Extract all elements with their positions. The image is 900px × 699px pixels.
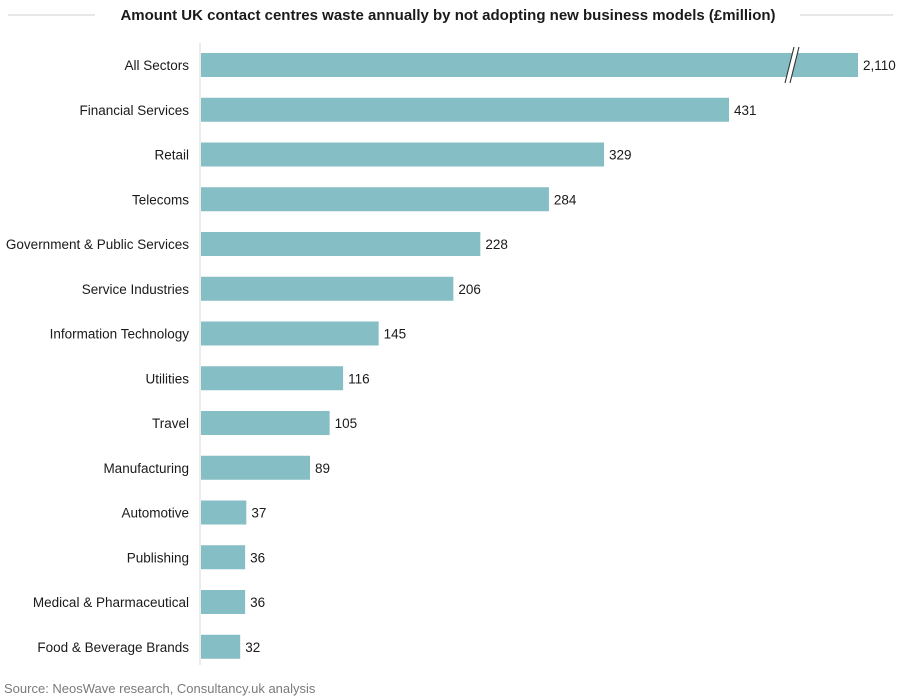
value-label-retail: 329 xyxy=(609,148,632,163)
bars-layer: All Sectors 2,110 Financial Services 431 Ret… xyxy=(6,46,896,659)
category-label-manufacturing: Manufacturing xyxy=(103,461,189,476)
bar-group-publishing: Publishing 36 xyxy=(127,545,265,570)
bar-group-information-technology: Information Technology 145 xyxy=(50,321,407,346)
bar-government-and-public-services xyxy=(201,232,481,256)
bar-group-manufacturing: Manufacturing 89 xyxy=(103,455,330,480)
value-label-travel: 105 xyxy=(335,416,358,431)
category-label-government-and-public-services: Government & Public Services xyxy=(6,237,189,252)
value-label-medical-and-pharmaceutical: 36 xyxy=(250,595,265,610)
value-label-information-technology: 145 xyxy=(384,327,407,342)
source-note: Source: NeosWave research, Consultancy.u… xyxy=(4,681,316,696)
category-label-travel: Travel xyxy=(152,416,189,431)
category-label-information-technology: Information Technology xyxy=(50,327,190,342)
value-label-service-industries: 206 xyxy=(458,282,481,297)
value-label-telecoms: 284 xyxy=(554,192,577,207)
bar-automotive xyxy=(201,500,247,525)
category-label-financial-services: Financial Services xyxy=(79,103,189,118)
bar-service-industries xyxy=(201,276,454,301)
bar-group-service-industries: Service Industries 206 xyxy=(82,276,481,301)
bar-utilities xyxy=(201,366,344,391)
bar-group-food-and-beverage-brands: Food & Beverage Brands 32 xyxy=(37,634,260,659)
category-label-retail: Retail xyxy=(154,148,189,163)
category-label-publishing: Publishing xyxy=(127,550,189,565)
chart-title: Amount UK contact centres waste annually… xyxy=(120,7,775,24)
axis-break-mark-1 xyxy=(784,46,795,84)
bar-retail xyxy=(201,142,605,167)
category-label-telecoms: Telecoms xyxy=(132,192,189,207)
value-label-publishing: 36 xyxy=(250,550,265,565)
axis-break-mark-2 xyxy=(789,46,800,84)
bar-group-government-and-public-services: Government & Public Services 228 xyxy=(6,232,508,256)
category-label-service-industries: Service Industries xyxy=(82,282,190,297)
bar-group-all-sectors: All Sectors 2,110 xyxy=(124,46,896,84)
bar-group-automotive: Automotive 37 xyxy=(121,500,266,525)
bar-all-sectors xyxy=(201,53,858,77)
bar-group-financial-services: Financial Services 431 xyxy=(79,97,757,122)
bar-travel xyxy=(201,411,330,435)
bar-publishing xyxy=(201,545,246,570)
value-label-all-sectors: 2,110 xyxy=(863,58,896,73)
bar-group-travel: Travel 105 xyxy=(152,411,357,435)
category-label-all-sectors: All Sectors xyxy=(124,58,189,73)
value-label-manufacturing: 89 xyxy=(315,461,330,476)
value-label-financial-services: 431 xyxy=(734,103,757,118)
value-label-utilities: 116 xyxy=(348,371,370,386)
value-label-food-and-beverage-brands: 32 xyxy=(245,640,260,655)
category-label-automotive: Automotive xyxy=(121,506,189,521)
axis-break-gap xyxy=(785,47,799,83)
bar-medical-and-pharmaceutical xyxy=(201,590,246,614)
category-label-food-and-beverage-brands: Food & Beverage Brands xyxy=(37,640,189,655)
bar-group-retail: Retail 329 xyxy=(154,142,632,167)
bar-food-and-beverage-brands xyxy=(201,634,241,659)
bar-telecoms xyxy=(201,187,549,212)
bar-group-medical-and-pharmaceutical: Medical & Pharmaceutical 36 xyxy=(33,590,265,614)
value-label-automotive: 37 xyxy=(251,506,266,521)
value-label-government-and-public-services: 228 xyxy=(485,237,508,252)
category-label-medical-and-pharmaceutical: Medical & Pharmaceutical xyxy=(33,595,189,610)
bar-group-utilities: Utilities 116 xyxy=(145,366,370,391)
bar-information-technology xyxy=(201,321,379,346)
bar-manufacturing xyxy=(201,455,311,480)
category-label-utilities: Utilities xyxy=(145,371,189,386)
bar-financial-services xyxy=(201,97,729,122)
bar-group-telecoms: Telecoms 284 xyxy=(132,187,577,212)
